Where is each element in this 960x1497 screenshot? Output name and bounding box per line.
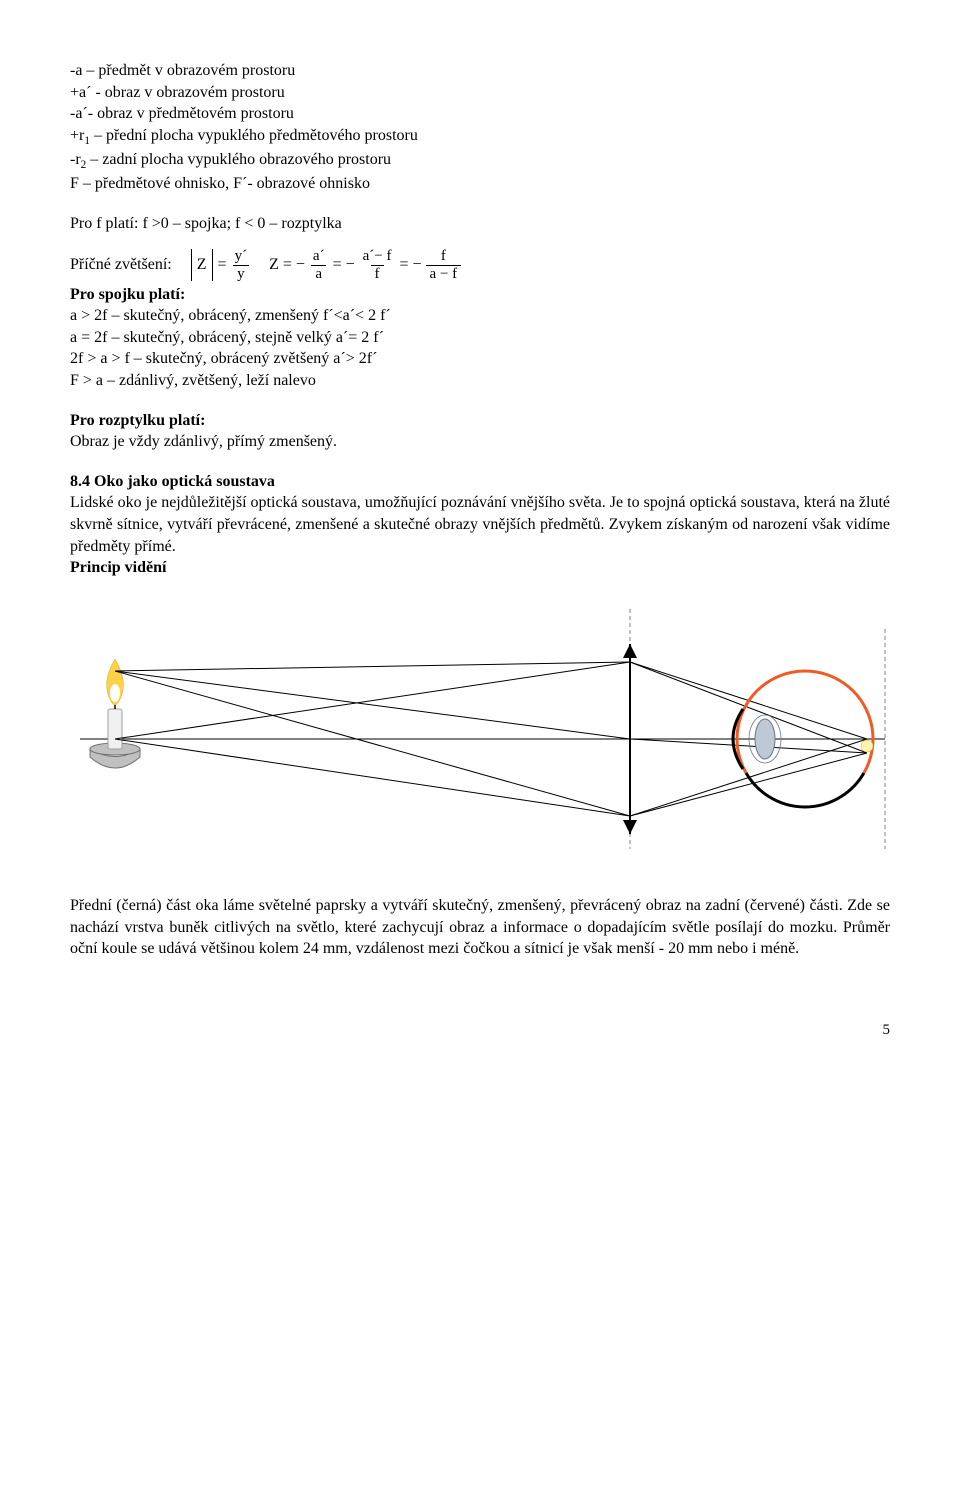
pro-f-line: Pro f platí: f >0 – spojka; f < 0 – rozp… [70,213,890,235]
bottom-paragraph: Přední (černá) část oka láme světelné pa… [70,895,890,960]
spojku-rule: F > a – zdánlivý, zvětšený, leží nalevo [70,370,890,392]
section-8-4: 8.4 Oko jako optická soustava Lidské oko… [70,471,890,579]
section-title: 8.4 Oko jako optická soustava [70,471,890,493]
spojku-rule: a = 2f – skutečný, obrácený, stejně velk… [70,327,890,349]
def-line: -a´- obraz v předmětovém prostoru [70,103,890,125]
eye-diagram [70,599,890,866]
spojku-block: Pro spojku platí: a > 2f – skutečný, obr… [70,284,890,392]
def-line: -r2 – zadní plocha vypuklého obrazového … [70,149,890,173]
princip-title: Princip vidění [70,557,890,579]
spojku-title: Pro spojku platí: [70,284,890,306]
spojku-rule: 2f > a > f – skutečný, obrácený zvětšený… [70,348,890,370]
definitions-block: -a – předmět v obrazovém prostoru +a´ - … [70,60,890,195]
pricne-label: Příčné zvětšení: [70,254,172,276]
formula-absZ: Z = y´ y [190,249,251,282]
rozptylku-block: Pro rozptylku platí: Obraz je vždy zdánl… [70,410,890,453]
formula-row: Příčné zvětšení: Z = y´ y Z = − a´ a = −… [70,249,890,282]
def-line: -a – předmět v obrazovém prostoru [70,60,890,82]
def-line: +r1 – přední plocha vypuklého předmětové… [70,125,890,149]
spojku-rule: a > 2f – skutečný, obrácený, zmenšený f´… [70,305,890,327]
def-line: F – předmětové ohnisko, F´- obrazové ohn… [70,173,890,195]
section-paragraph: Lidské oko je nejdůležitější optická sou… [70,492,890,557]
page-number: 5 [70,1020,890,1040]
def-line: +a´ - obraz v obrazovém prostoru [70,82,890,104]
rozptylku-rule: Obraz je vždy zdánlivý, přímý zmenšený. [70,431,890,453]
formula-Z-expand: Z = − a´ a = − a´− f f = − f a − f [269,249,461,282]
eye-diagram-svg [70,599,890,859]
rozptylku-title: Pro rozptylku platí: [70,410,890,432]
